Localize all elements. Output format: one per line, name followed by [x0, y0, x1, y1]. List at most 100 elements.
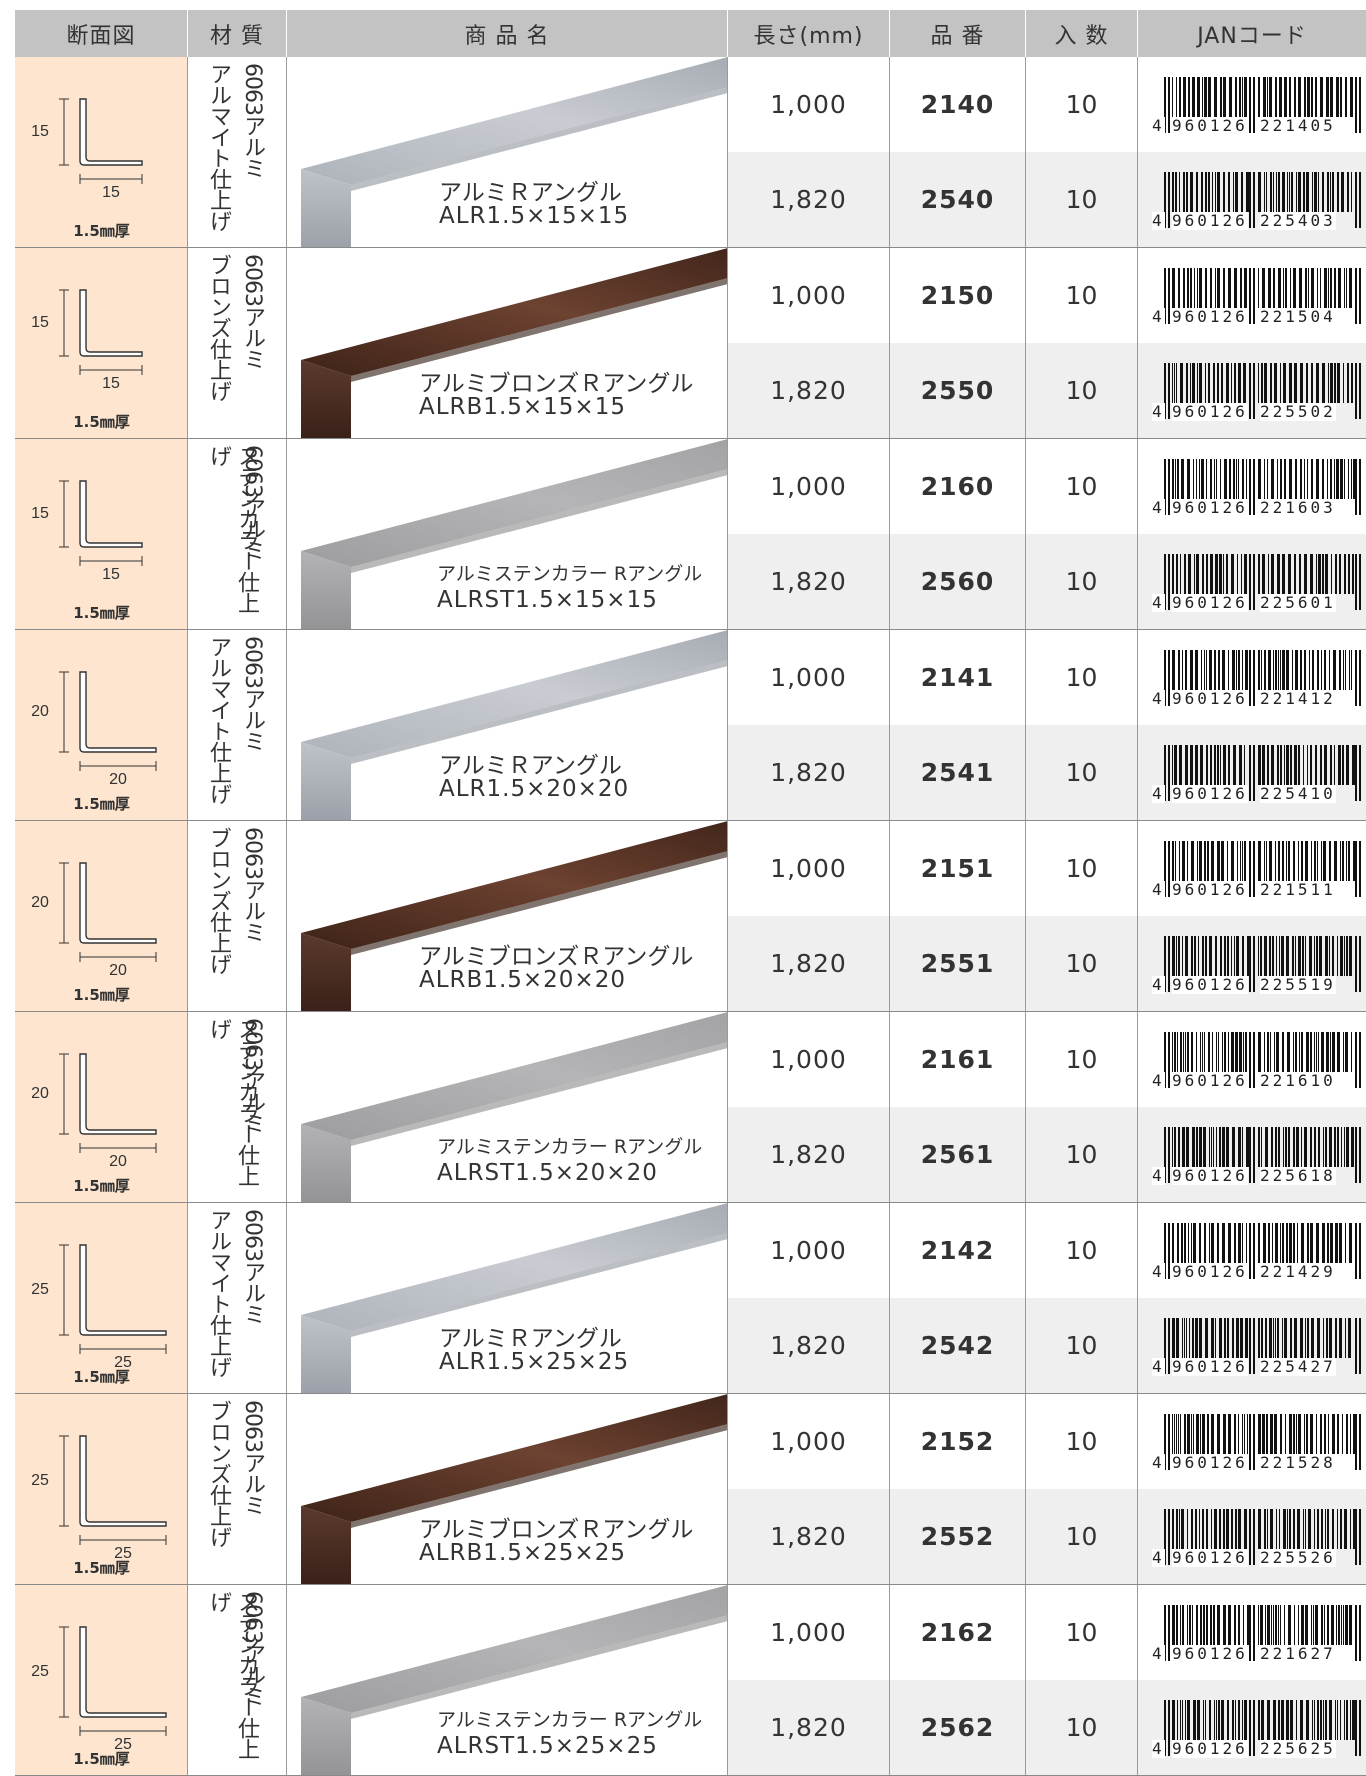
jan-barcode: 4 960126 221504 — [1152, 266, 1366, 326]
length-value: 1,820 — [728, 1489, 890, 1584]
jan-digits-left: 960126 — [1172, 498, 1248, 517]
material-alloy: 6063アルミ — [240, 1209, 265, 1324]
item-number: 2542 — [890, 1298, 1026, 1393]
table-row: 1,820 2550 10 4 960126 225502 — [728, 343, 1366, 438]
length-value: 1,000 — [728, 248, 890, 343]
barcode-bars — [1164, 459, 1361, 515]
table-row: 1,000 2151 10 4 960126 221511 — [728, 821, 1366, 916]
barcode-bars — [1164, 650, 1361, 706]
material-finish: ステンカラー仕上げ — [206, 1591, 259, 1759]
length-value: 1,000 — [728, 821, 890, 916]
barcode-bars — [1164, 1127, 1361, 1183]
quantity-value: 10 — [1026, 1489, 1138, 1584]
dim-height-label: 15 — [31, 314, 49, 331]
section-diagram: 20 20 1.5㎜厚 — [15, 821, 188, 1011]
jan-digits-right: 221610 — [1260, 1071, 1336, 1090]
quantity-value: 10 — [1026, 916, 1138, 1011]
material-cell: 6063アルミ ステンカラー仕上げ — [188, 1585, 287, 1775]
material-alloy: 6063アルミ — [240, 445, 265, 560]
jan-barcode: 4 960126 221528 — [1152, 1412, 1366, 1472]
jan-digits-right: 221603 — [1260, 498, 1336, 517]
section-diagram: 20 20 1.5㎜厚 — [15, 1012, 188, 1202]
product-name: アルミステンカラー Rアングル — [437, 563, 703, 585]
product-photo — [301, 821, 727, 1011]
product-photo — [301, 57, 727, 247]
product-name: アルミＲアングル — [439, 753, 622, 779]
jan-digits-right: 225526 — [1260, 1548, 1336, 1567]
table-row: 1,000 2150 10 4 960126 221504 — [728, 248, 1366, 343]
length-value: 1,820 — [728, 916, 890, 1011]
material-cell: 6063アルミ アルマイト仕上げ — [188, 1203, 287, 1393]
item-number: 2551 — [890, 916, 1026, 1011]
jan-code-cell: 4 960126 225625 — [1138, 1680, 1366, 1775]
quantity-value: 10 — [1026, 1203, 1138, 1298]
jan-digit-lead: 4 — [1152, 307, 1165, 326]
jan-barcode: 4 960126 225601 — [1152, 552, 1366, 612]
table-row: 1,820 2551 10 4 960126 225519 — [728, 916, 1366, 1011]
product-photo — [301, 1394, 727, 1584]
jan-digits-left: 960126 — [1172, 880, 1248, 899]
section-diagram: 15 15 1.5㎜厚 — [15, 248, 188, 438]
jan-digit-lead: 4 — [1152, 784, 1165, 803]
jan-code-cell: 4 960126 225502 — [1138, 343, 1366, 438]
jan-code-cell: 4 960126 221603 — [1138, 439, 1366, 534]
jan-code-cell: 4 960126 221504 — [1138, 248, 1366, 343]
material-cell: 6063アルミ ブロンズ仕上げ — [188, 1394, 287, 1584]
jan-digits-left: 960126 — [1172, 1548, 1248, 1567]
barcode-bars — [1164, 77, 1361, 133]
material-cell: 6063アルミ アルマイト仕上げ — [188, 57, 287, 247]
dim-width-label: 15 — [102, 184, 120, 201]
jan-code-cell: 4 960126 221429 — [1138, 1203, 1366, 1298]
jan-barcode: 4 960126 221627 — [1152, 1603, 1366, 1663]
section-diagram: 20 20 1.5㎜厚 — [15, 630, 188, 820]
jan-barcode: 4 960126 225403 — [1152, 170, 1366, 230]
material-cell: 6063アルミ ステンカラー仕上げ — [188, 439, 287, 629]
table-row: 1,000 2162 10 4 960126 221627 — [728, 1585, 1366, 1680]
table-row: 1,000 2142 10 4 960126 221429 — [728, 1203, 1366, 1298]
jan-code-cell: 4 960126 221610 — [1138, 1012, 1366, 1107]
table-row: 1,820 2540 10 4 960126 225403 — [728, 152, 1366, 247]
jan-code-cell: 4 960126 221412 — [1138, 630, 1366, 725]
table-row: 1,000 2160 10 4 960126 221603 — [728, 439, 1366, 534]
material-finish: ステンカラー仕上げ — [206, 1018, 259, 1186]
jan-code-cell: 4 960126 225618 — [1138, 1107, 1366, 1202]
product-cell: アルミＲアングル ALR1.5×15×15 — [287, 57, 728, 247]
jan-digits-right: 225403 — [1260, 211, 1336, 230]
item-number: 2162 — [890, 1585, 1026, 1680]
jan-barcode: 4 960126 225618 — [1152, 1125, 1366, 1185]
table-row: 1,000 2141 10 4 960126 221412 — [728, 630, 1366, 725]
section-diagram: 15 15 1.5㎜厚 — [15, 439, 188, 629]
product-group: 20 20 1.5㎜厚 6063アルミ アルマイト仕上げ アルミＲアングル ALR1.5×2… — [15, 630, 1366, 821]
jan-digits-right: 221528 — [1260, 1453, 1336, 1472]
jan-digits-right: 225618 — [1260, 1166, 1336, 1185]
barcode-bars — [1164, 745, 1361, 801]
product-group: 25 25 1.5㎜厚 6063アルミ アルマイト仕上げ アルミＲアングル ALR1.5×2… — [15, 1203, 1366, 1394]
barcode-bars — [1164, 268, 1361, 324]
product-photo — [301, 1012, 727, 1202]
table-row: 1,000 2161 10 4 960126 221610 — [728, 1012, 1366, 1107]
jan-barcode: 4 960126 225625 — [1152, 1698, 1366, 1758]
item-number: 2140 — [890, 57, 1026, 152]
thickness-label: 1.5㎜厚 — [73, 986, 130, 1004]
barcode-bars — [1164, 1414, 1361, 1470]
item-number: 2550 — [890, 343, 1026, 438]
barcode-bars — [1164, 1509, 1361, 1565]
jan-barcode: 4 960126 221610 — [1152, 1030, 1366, 1090]
quantity-value: 10 — [1026, 439, 1138, 534]
product-group: 20 20 1.5㎜厚 6063アルミ ステンカラー仕上げ アルミステンカラー Rアングル… — [15, 1012, 1366, 1203]
item-number: 2540 — [890, 152, 1026, 247]
length-value: 1,820 — [728, 1107, 890, 1202]
barcode-bars — [1164, 1318, 1361, 1374]
product-group: 15 15 1.5㎜厚 6063アルミ ステンカラー仕上げアルミステンカラー Rアングル… — [15, 439, 1366, 630]
dim-width-label: 20 — [109, 1153, 127, 1170]
jan-barcode: 4 960126 221412 — [1152, 648, 1366, 708]
barcode-bars — [1164, 1032, 1361, 1088]
length-value: 1,000 — [728, 630, 890, 725]
section-diagram: 25 25 1.5㎜厚 — [15, 1203, 188, 1393]
barcode-bars — [1164, 363, 1361, 419]
jan-code-cell: 4 960126 225526 — [1138, 1489, 1366, 1584]
jan-digits-left: 960126 — [1172, 784, 1248, 803]
length-value: 1,000 — [728, 1585, 890, 1680]
